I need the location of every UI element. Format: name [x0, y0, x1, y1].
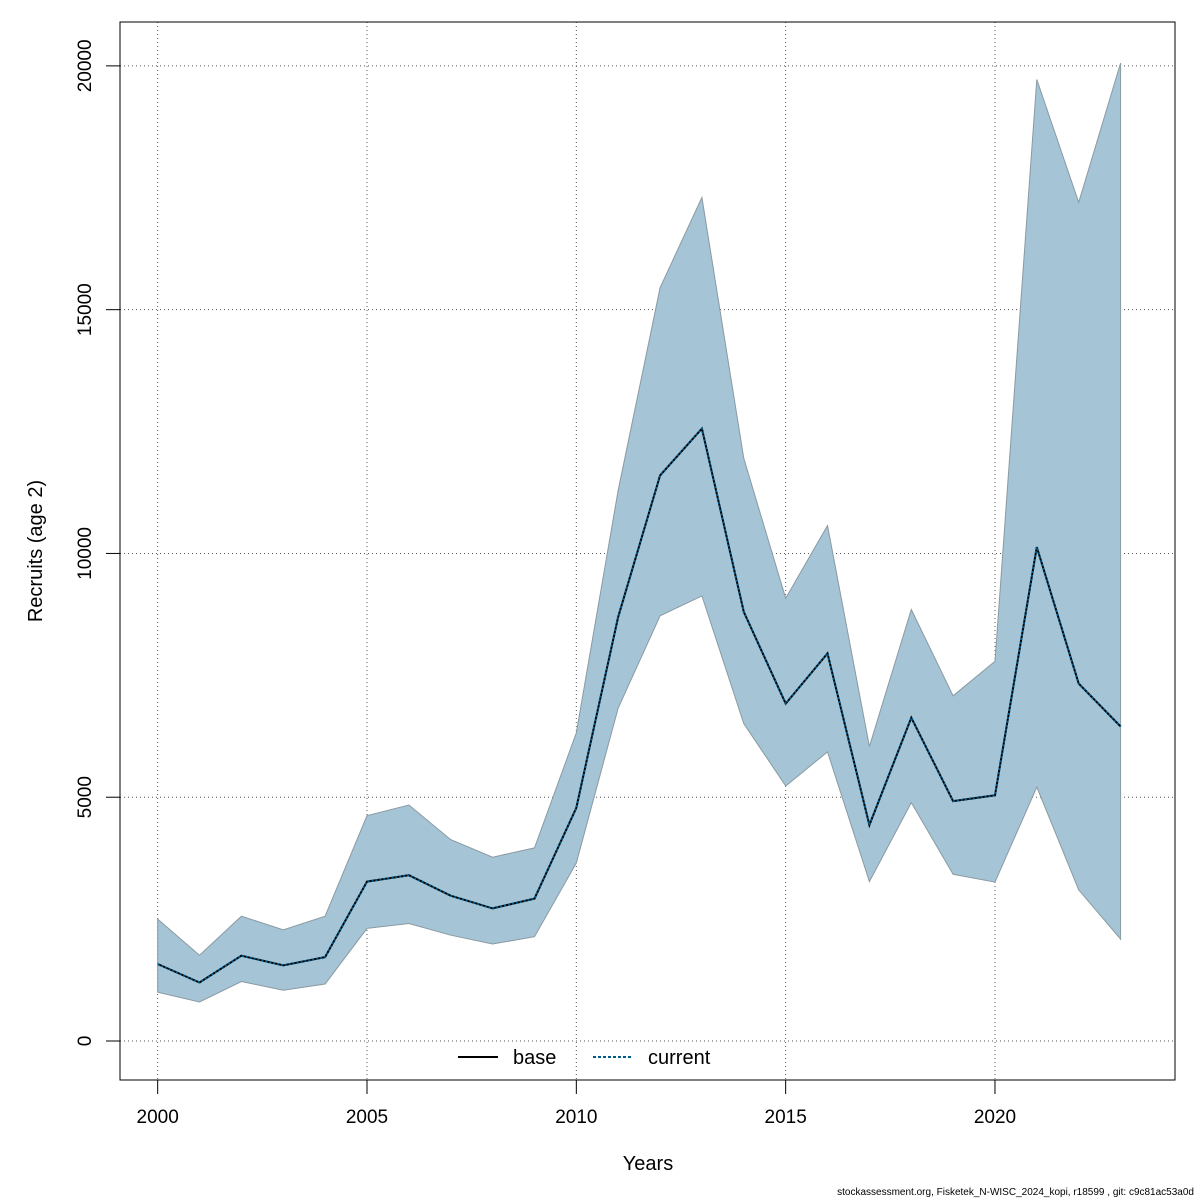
y-tick-label: 15000: [75, 283, 96, 336]
legend: base current: [458, 1047, 711, 1069]
y-tick-label: 20000: [75, 39, 96, 92]
x-tick-label: 2020: [974, 1107, 1016, 1128]
x-tick-label: 2005: [346, 1107, 388, 1128]
footer-credit: stockassessment.org, Fisketek_N-WISC_202…: [837, 1187, 1194, 1198]
x-axis-title: Years: [623, 1153, 673, 1175]
grid-lines: [120, 22, 1175, 1080]
x-tick-label: 2010: [555, 1107, 597, 1128]
y-tick-label: 5000: [75, 776, 96, 818]
series-line-current: [157, 426, 1122, 984]
y-axis-title: Recruits (age 2): [25, 480, 47, 622]
confidence-band: [157, 62, 1122, 1003]
x-tick-label: 2015: [765, 1107, 807, 1128]
y-axis: 0 5000 10000 15000 20000: [75, 39, 121, 1047]
y-tick-label: 10000: [75, 527, 96, 580]
y-tick-label: 0: [75, 1036, 96, 1047]
x-axis: 2000 2005 2010 2015 2020: [137, 1079, 1016, 1128]
legend-label-current: current: [648, 1047, 711, 1069]
legend-label-base: base: [513, 1047, 556, 1069]
x-tick-label: 2000: [137, 1107, 179, 1128]
